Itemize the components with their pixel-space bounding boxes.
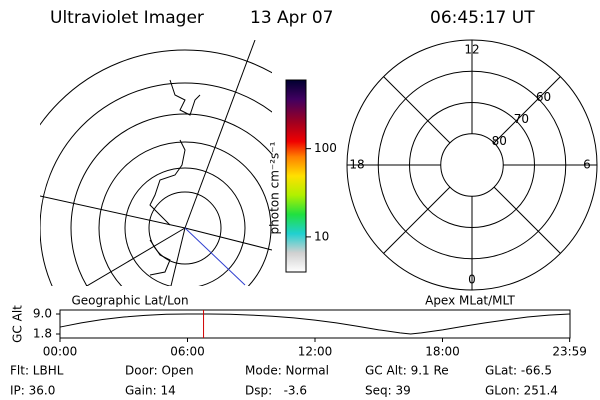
lat-label: 70 [514,112,529,126]
colorbar-tick-label: 100 [314,141,337,155]
altitude-line [59,313,570,335]
polar-ring [377,70,567,260]
polar-ring [440,133,504,197]
colorbar [285,79,307,273]
time: 06:45:17 UT [430,8,535,28]
status-field: Flt: LBHL [10,364,64,378]
title: Ultraviolet Imager [50,8,204,28]
polar-spoke [383,186,451,254]
status-field: IP: 36.0 [10,384,55,398]
status-field: Door: Open [125,364,194,378]
mlt-label: 18 [349,158,364,172]
lat-label: 80 [492,134,507,148]
altitude-frame [59,309,571,339]
status-field: Gain: 14 [125,384,176,398]
polar-spoke [493,186,561,254]
status-field: Dsp: -3.6 [245,384,307,398]
mlt-label: 6 [583,158,591,172]
status-field: GLat: -66.5 [485,364,552,378]
polar-ring [409,102,535,228]
x-tick-label: 12:00 [298,345,333,359]
status-field: GC Alt: 9.1 Re [365,364,449,378]
x-tick-label: 18:00 [425,345,460,359]
geographic-map [40,40,272,286]
x-tick-label: 06:00 [170,345,205,359]
date: 13 Apr 07 [250,8,333,28]
mlt-label: 0 [468,273,476,287]
x-tick-label: 23:59 [552,345,587,359]
y-tick-label: 1.8 [33,327,52,341]
lat-label: 60 [536,90,551,104]
magnetic-label: Apex MLat/MLT [425,294,515,308]
geographic-label: Geographic Lat/Lon [71,294,188,308]
y-tick-label: 9.0 [33,307,52,321]
mlt-label: 12 [464,43,479,57]
x-tick-label: 00:00 [43,345,78,359]
polar-spoke [383,76,451,144]
colorbar-tick-label: 10 [314,229,329,243]
polar-spoke [493,76,561,144]
status-field: GLon: 251.4 [485,384,558,398]
status-field: Seq: 39 [365,384,411,398]
status-field: Mode: Normal [245,364,329,378]
altitude-ylabel: GC Alt [11,305,25,343]
colorbar-label: photon cm⁻²s⁻¹ [268,141,282,234]
